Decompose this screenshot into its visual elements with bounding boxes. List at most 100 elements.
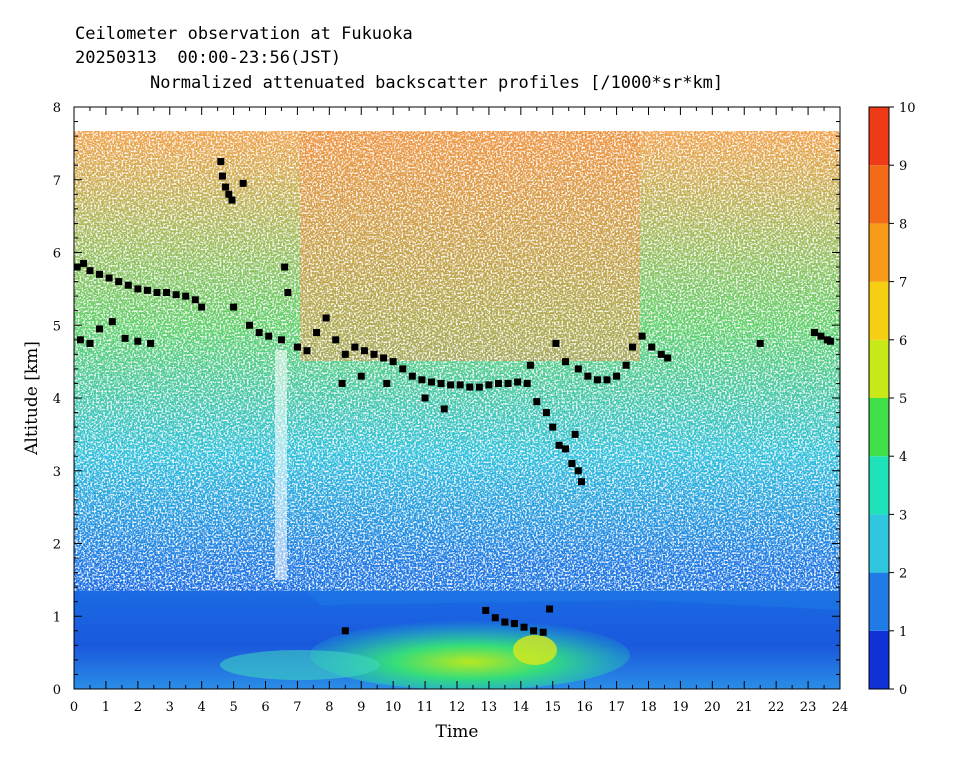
cloud-base-marker [380,354,388,362]
cloud-base-marker [456,381,464,389]
colorbar-tick-label: 5 [899,392,907,407]
colorbar-segment [869,398,889,457]
cloud-base-marker [526,361,534,369]
cloud-base-marker [568,459,576,467]
cloud-base-marker [514,378,522,386]
cloud-base-marker [143,286,151,294]
cloud-base-marker [222,183,230,191]
cloud-base-marker [313,329,321,337]
cloud-base-marker [447,381,455,389]
x-tick-label: 20 [704,700,721,715]
colorbar-tick-label: 4 [899,450,907,465]
data-gap-streak [275,350,287,580]
cloud-base-marker [408,372,416,380]
colorbar-segment [869,107,889,166]
y-tick-label: 0 [53,683,61,698]
colorbar-segment [869,514,889,573]
cloud-base-marker [504,379,512,387]
cloud-base-marker [255,329,263,337]
cloud-base-marker [542,409,550,417]
cloud-base-marker [418,376,426,384]
cloud-base-marker [440,405,448,413]
cloud-base-marker [322,314,330,322]
cloud-base-marker [96,325,104,333]
cloud-base-marker [520,623,528,631]
cloud-base-marker [351,343,359,351]
x-tick-label: 3 [166,700,174,715]
x-tick-label: 5 [229,700,237,715]
x-tick-label: 6 [261,700,269,715]
cloud-base-marker [76,336,84,344]
colorbar-tick-label: 8 [899,217,907,232]
cloud-base-marker [574,467,582,475]
cloud-base-marker [756,339,764,347]
x-tick-label: 4 [198,700,206,715]
x-tick-label: 22 [768,700,785,715]
cloud-base-marker [225,190,233,198]
cloud-base-marker [341,627,349,635]
cloud-base-marker [549,423,557,431]
cloud-base-marker [482,606,490,614]
cloud-base-marker [491,614,499,622]
x-axis-label: Time [436,722,479,742]
y-tick-label: 6 [53,247,61,262]
cloud-base-marker [153,289,161,297]
cloud-base-marker [357,372,365,380]
cloud-base-marker [147,339,155,347]
cloud-base-marker [475,383,483,391]
cloud-base-marker [613,372,621,380]
colorbar-tick-label: 10 [899,101,916,116]
cloud-base-marker [228,196,236,204]
y-axis: 0 1 2 3 4 5 6 7 8 [53,101,840,698]
cloud-base-marker [360,347,368,355]
colorbar-tick-label: 1 [899,625,907,640]
cloud-base-marker [341,350,349,358]
x-tick-label: 8 [325,700,333,715]
cloud-base-marker [134,285,142,293]
x-tick-label: 2 [134,700,142,715]
plot-area [74,107,840,689]
cloud-base-marker [555,441,563,449]
x-tick-label: 17 [608,700,625,715]
x-tick-label: 21 [736,700,753,715]
colorbar-segment [869,281,889,340]
cloud-base-marker [230,303,238,311]
x-tick-label: 23 [800,700,817,715]
colorbar-tick-label: 2 [899,567,907,582]
cloud-base-marker [239,179,247,187]
x-tick-label: 11 [417,700,434,715]
cloud-base-marker [86,339,94,347]
x-tick-label: 10 [385,700,402,715]
cloud-base-marker [577,478,585,486]
cloud-base-marker [539,628,547,636]
cloud-base-marker [182,292,190,300]
cyan-surface-layer [220,650,380,680]
cloud-base-marker [584,372,592,380]
colorbar-segment [869,630,889,689]
x-tick-label: 9 [357,700,365,715]
cloud-base-marker [593,376,601,384]
cloud-base-marker [810,329,818,337]
y-tick-label: 7 [53,174,61,189]
cloud-base-marker [370,350,378,358]
y-tick-label: 5 [53,319,61,334]
colorbar-segment [869,572,889,631]
cloud-base-marker [533,398,541,406]
colorbar-segment [869,223,889,282]
cloud-base-marker [648,343,656,351]
x-axis: 0 1 2 3 4 5 6 7 8 9 10 11 12 13 14 15 16 17 18 19 20 21 22 23 24 [70,107,848,715]
y-axis-label: Altitude [km] [22,341,42,456]
cloud-base-marker [303,347,311,355]
cloud-base-marker [571,430,579,438]
cloud-base-marker [284,289,292,297]
cloud-base-marker [552,339,560,347]
x-tick-label: 1 [102,700,110,715]
cloud-base-marker [389,358,397,366]
x-tick-label: 19 [672,700,689,715]
cloud-base-marker [421,394,429,402]
x-tick-label: 13 [481,700,498,715]
cloud-base-marker [198,303,206,311]
x-tick-label: 18 [640,700,657,715]
cloud-base-marker [105,274,113,282]
x-tick-label: 24 [832,700,849,715]
